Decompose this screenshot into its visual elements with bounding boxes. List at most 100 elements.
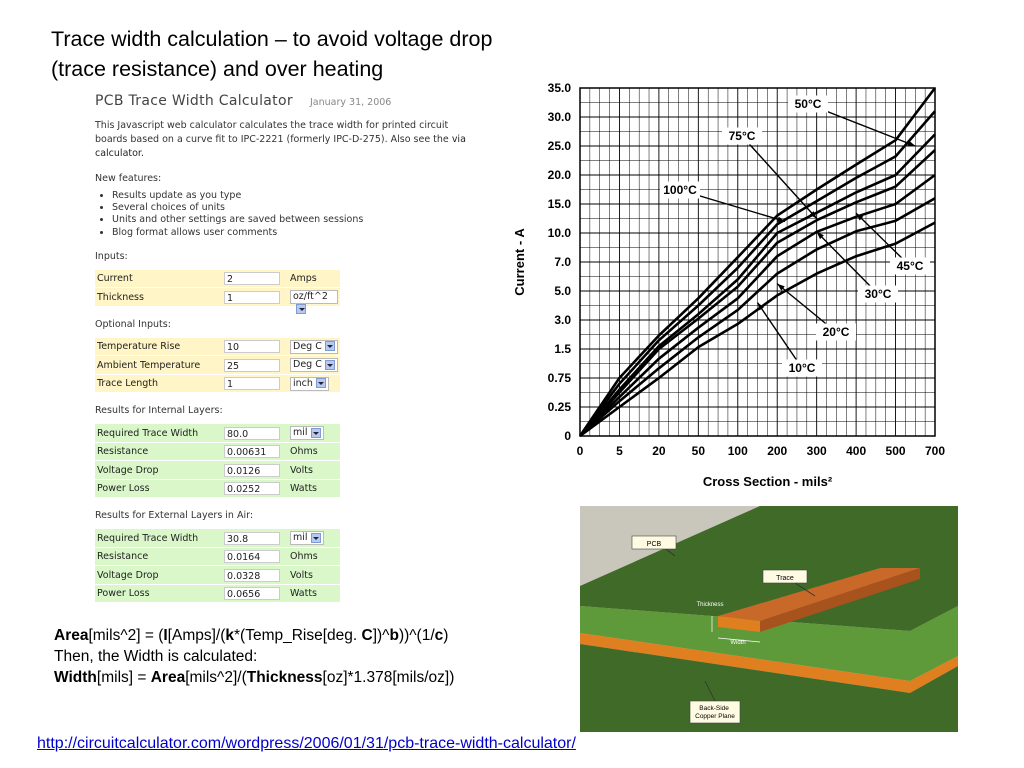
unit-select[interactable]: oz/ft^2 — [290, 290, 338, 314]
formula-part: [Amps]/( — [167, 627, 226, 644]
field-label: Temperature Rise — [95, 337, 222, 357]
inputs-heading: Inputs: — [95, 250, 128, 262]
field-value-input[interactable]: 80.0 — [224, 426, 280, 440]
backside-label-line-1: Back-Side — [699, 705, 729, 712]
chevron-down-icon[interactable] — [324, 341, 335, 352]
field-value-input[interactable]: 1 — [224, 377, 280, 391]
chevron-down-icon[interactable] — [324, 359, 335, 370]
series-label-bg — [816, 323, 856, 341]
unit-select[interactable]: Deg C — [290, 339, 338, 354]
calculator-date: January 31, 2006 — [309, 97, 392, 108]
field-value-cell: 30.8 — [222, 529, 288, 548]
field-unit-cell: mil — [288, 424, 340, 443]
pcb-top-surface — [580, 506, 958, 631]
formula-part: Area — [150, 669, 186, 686]
field-value-input[interactable]: 25 — [224, 358, 280, 372]
y-tick-label: 30.0 — [548, 110, 572, 124]
unit-select[interactable]: Deg C — [290, 358, 338, 373]
field-value-cell: 80.0 — [222, 424, 288, 443]
field-value-input[interactable]: 0.0656 — [224, 587, 280, 601]
field-value-input[interactable]: 10 — [224, 340, 280, 354]
source-link[interactable]: http://circuitcalculator.com/wordpress/2… — [37, 735, 576, 752]
series-callout-line — [855, 212, 911, 267]
formula-part: I — [163, 627, 168, 644]
field-value-cell: 1 — [222, 374, 288, 394]
pcb-trace-illustration: PCB Trace Thickness Width Back-Side Copp… — [580, 506, 958, 732]
table-row: Voltage Drop 0.0328 Volts — [95, 566, 340, 585]
y-tick-label: 1.5 — [554, 342, 571, 356]
unit-select-value: Deg C — [293, 359, 322, 371]
trace-width-formula: Area[mils^2] = (I[Amps]/(k*(Temp_Rise[de… — [54, 625, 554, 688]
feature-list: Results update as you type Several choic… — [112, 190, 475, 239]
field-value-input[interactable]: 2 — [224, 272, 280, 286]
via-calculator-link[interactable]: via calculator — [95, 134, 466, 159]
series-callout-arrow — [907, 140, 916, 146]
series-callout-arrow — [777, 283, 785, 291]
formula-part: k — [225, 627, 234, 644]
calculator-description: This Javascript web calculator calculate… — [95, 120, 466, 159]
series-label-bg — [858, 285, 898, 303]
field-value-cell: 0.0126 — [222, 461, 288, 480]
y-tick-label: 25.0 — [548, 139, 572, 153]
field-value-input[interactable]: 0.00631 — [224, 445, 280, 459]
field-value-input[interactable]: 1 — [224, 290, 280, 304]
field-unit-cell: Deg C — [288, 356, 340, 375]
field-value-cell: 25 — [222, 356, 288, 375]
x-tick-label: 50 — [692, 444, 706, 458]
series-callout-arrow — [777, 216, 786, 222]
field-label: Trace Length — [95, 374, 222, 394]
field-value-input[interactable]: 0.0252 — [224, 482, 280, 496]
table-row: Power Loss 0.0656 Watts — [95, 584, 340, 604]
formula-part: [oz]*1.378[mils/oz]) — [322, 669, 455, 686]
unit-select[interactable]: mil — [290, 531, 324, 546]
trace-callout-box — [762, 569, 808, 584]
field-value-input[interactable]: 0.0164 — [224, 550, 280, 564]
unit-select-value: mil — [293, 427, 308, 439]
field-value-cell: 0.00631 — [222, 442, 288, 462]
x-tick-label: 500 — [886, 444, 906, 458]
calculator-title: PCB Trace Width Calculator — [95, 93, 293, 109]
chevron-down-icon[interactable] — [296, 303, 306, 314]
pcb-side — [580, 606, 958, 681]
table-row: Power Loss 0.0252 Watts — [95, 479, 340, 499]
field-value-cell: 1 — [222, 288, 288, 307]
field-value-input[interactable]: 30.8 — [224, 531, 280, 545]
width-dimension — [717, 637, 761, 643]
x-tick-label: 700 — [925, 444, 945, 458]
field-value-input[interactable]: 0.0328 — [224, 568, 280, 582]
field-label: Voltage Drop — [95, 461, 222, 480]
feature-item: Units and other settings are saved betwe… — [112, 214, 475, 226]
x-tick-label: 20 — [652, 444, 666, 458]
thickness-label: Thickness — [696, 602, 723, 608]
unit-select[interactable]: mil — [290, 426, 324, 441]
unit-select[interactable]: inch — [290, 376, 329, 391]
slide-title: Trace width calculation – to avoid volta… — [51, 27, 493, 81]
series-label-bg — [660, 181, 700, 199]
formula-part: [mils^2]/( — [185, 669, 247, 686]
formula-part: [mils^2] = ( — [88, 627, 164, 644]
field-label: Ambient Temperature — [95, 356, 222, 375]
x-tick-label: 5 — [616, 444, 623, 458]
field-label: Required Trace Width — [95, 424, 222, 443]
trace-callout-line — [794, 582, 816, 597]
trace-front — [718, 616, 760, 632]
series-callout-line — [756, 302, 803, 369]
field-unit-cell: Ohms — [288, 442, 340, 462]
chevron-down-icon[interactable] — [310, 427, 321, 438]
field-unit-cell: oz/ft^2 — [288, 288, 340, 314]
unit-select-value: inch — [293, 377, 313, 389]
field-value-cell: 2 — [222, 269, 288, 289]
chevron-down-icon[interactable] — [310, 532, 321, 543]
field-value-input[interactable]: 0.0126 — [224, 463, 280, 477]
series-line — [579, 149, 936, 437]
y-axis-label: Current - A — [512, 228, 527, 296]
series-label: 50°C — [795, 97, 822, 111]
table-row: Required Trace Width 80.0 mil — [95, 424, 340, 443]
series-label-bg — [722, 127, 762, 145]
series-line — [579, 173, 936, 437]
trace-width-calculator: PCB Trace Width Calculator January 31, 2… — [95, 90, 475, 604]
chart-svg: 0 5 20 50 100 200 300 400 500 700 0 0.25 0.75 1.5 3.0 5… — [512, 81, 945, 489]
table-row: Voltage Drop 0.0126 Volts — [95, 461, 340, 480]
series-label-bg — [890, 257, 930, 275]
chevron-down-icon[interactable] — [315, 378, 326, 389]
